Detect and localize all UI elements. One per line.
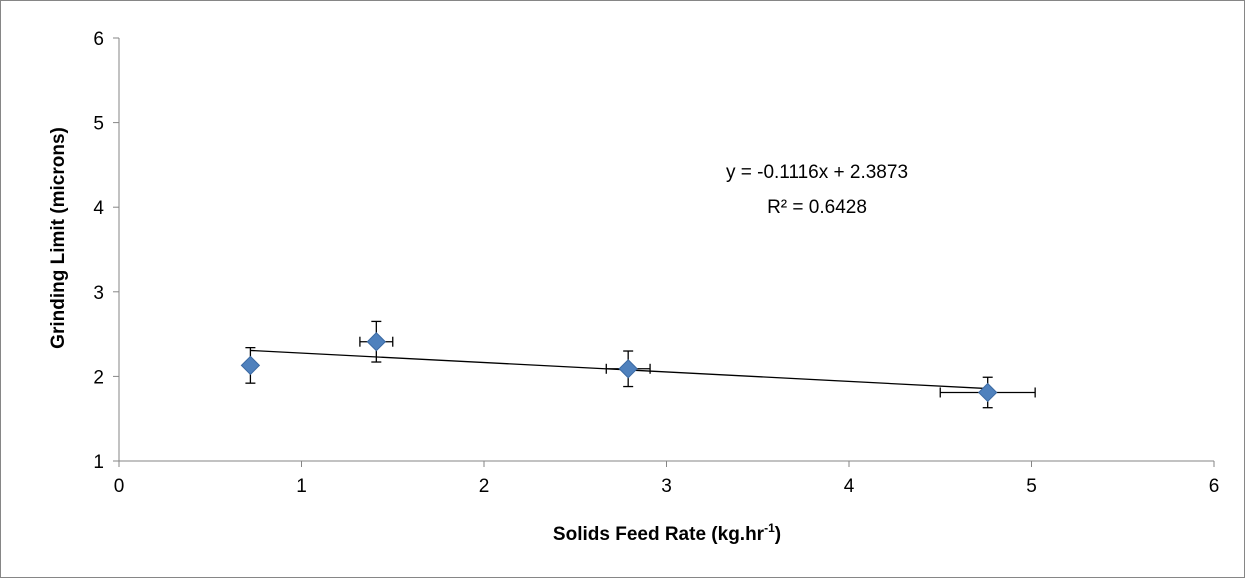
x-tick-label: 3 xyxy=(661,476,672,497)
data-point-marker xyxy=(241,356,259,374)
trendline-equation: y = -0.1116x + 2.3873 xyxy=(726,162,908,183)
x-axis-label: Solids Feed Rate (kg.hr-1) xyxy=(553,521,781,545)
y-tick-label: 6 xyxy=(93,29,104,50)
y-tick-label: 5 xyxy=(93,114,104,135)
x-axis-label-close: ) xyxy=(775,524,781,545)
data-point-marker xyxy=(979,383,997,401)
y-tick-label: 4 xyxy=(93,198,104,219)
x-axis-label-superscript: -1 xyxy=(764,521,775,535)
data-point-marker xyxy=(367,333,385,351)
trendline-r-squared: R² = 0.6428 xyxy=(767,197,867,218)
x-tick-label: 1 xyxy=(296,476,307,497)
x-tick-label: 0 xyxy=(114,476,125,497)
x-tick-label: 6 xyxy=(1209,476,1220,497)
y-tick-label: 2 xyxy=(93,367,104,388)
x-tick-label: 5 xyxy=(1026,476,1037,497)
data-point-marker xyxy=(619,360,637,378)
trendline-group xyxy=(250,350,987,388)
data-points xyxy=(241,321,1035,407)
x-tick-label: 2 xyxy=(479,476,490,497)
y-tick-label: 3 xyxy=(93,283,104,304)
x-axis-label-main: Solids Feed Rate (kg.hr xyxy=(553,524,765,545)
y-axis-label: Grinding Limit (microns) xyxy=(48,127,69,349)
trendline xyxy=(250,350,987,388)
x-tick-label: 4 xyxy=(844,476,855,497)
y-tick-label: 1 xyxy=(93,452,104,473)
